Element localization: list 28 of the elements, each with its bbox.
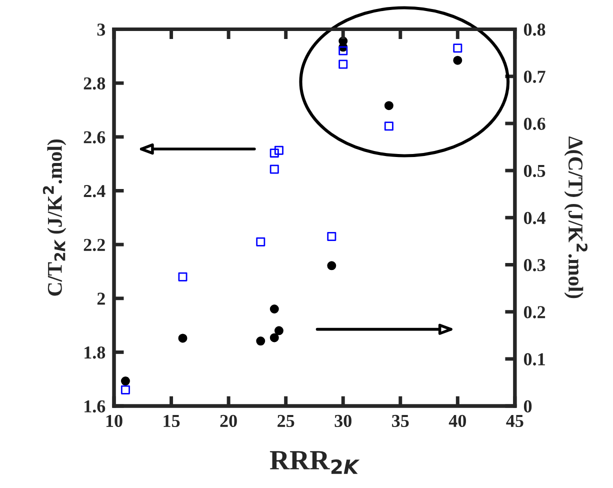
y-tick-label: 1.8 <box>84 346 106 359</box>
y-tick-label: 1.6 <box>84 400 106 413</box>
y-axis-title: C/T$_{2K}$ (J/K$^{2}$.mol) <box>42 140 66 296</box>
y2-tick-label: 0.4 <box>524 212 546 224</box>
y2-tick-label: 0.7 <box>524 70 546 83</box>
x-tick-label: 45 <box>506 414 524 428</box>
y2-tick-label: 0 <box>524 400 532 412</box>
x-tick-label: 15 <box>164 414 180 428</box>
y2-tick-label: 0.2 <box>524 306 546 318</box>
y-tick-label: 2.8 <box>84 77 106 90</box>
y2-tick-label: 0.3 <box>524 258 546 272</box>
x-tick-label: 35 <box>392 414 409 428</box>
x-tick-label: 25 <box>278 414 294 428</box>
y-tick-label: 2.6 <box>84 131 106 144</box>
x-tick-label: 10 <box>106 414 122 428</box>
y-tick-label: 2.4 <box>84 185 106 198</box>
y-tick-label: 2.2 <box>84 238 105 252</box>
y2-tick-label: 0.6 <box>524 118 546 130</box>
x-tick-label: 40 <box>448 414 466 428</box>
y2-tick-label: 0.5 <box>524 164 546 178</box>
y2-tick-label: 0.8 <box>524 24 546 36</box>
y2-axis-title: Δ(C/T) (J/K$^{2}$.mol) <box>564 136 588 298</box>
x-tick-label: 30 <box>334 414 352 428</box>
y-tick-label: 3 <box>97 24 106 36</box>
x-axis-title: RRR$_{2K}$ <box>270 451 360 474</box>
y2-tick-label: 0.1 <box>524 353 545 366</box>
y-tick-label: 2 <box>97 292 105 305</box>
x-tick-label: 20 <box>220 414 237 428</box>
